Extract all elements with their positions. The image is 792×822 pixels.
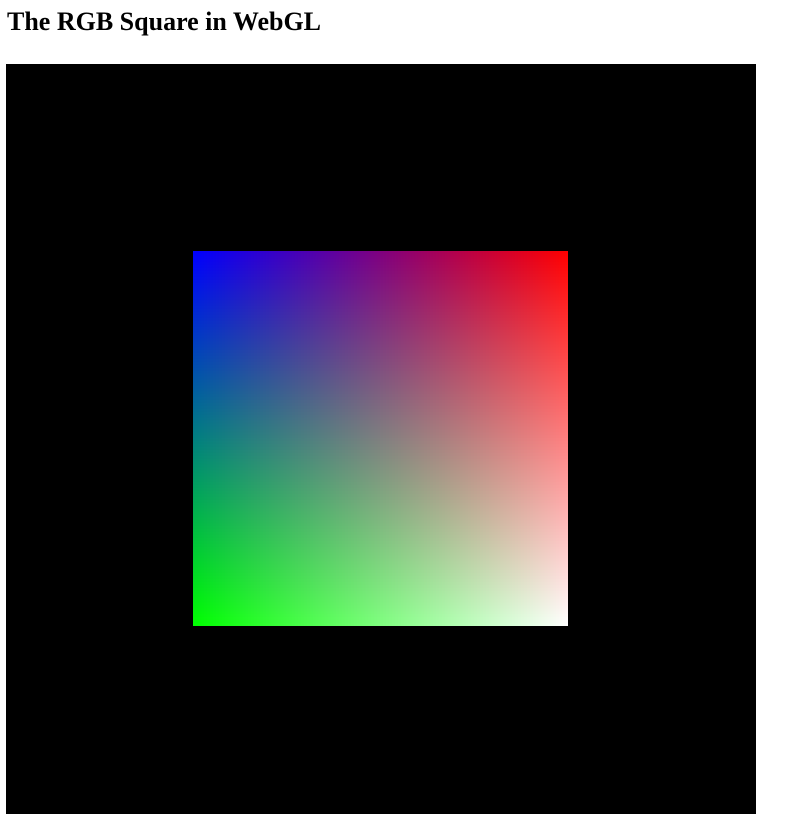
rgb-square [193,251,568,626]
page-title: The RGB Square in WebGL [7,7,322,36]
webgl-canvas[interactable] [6,64,756,814]
